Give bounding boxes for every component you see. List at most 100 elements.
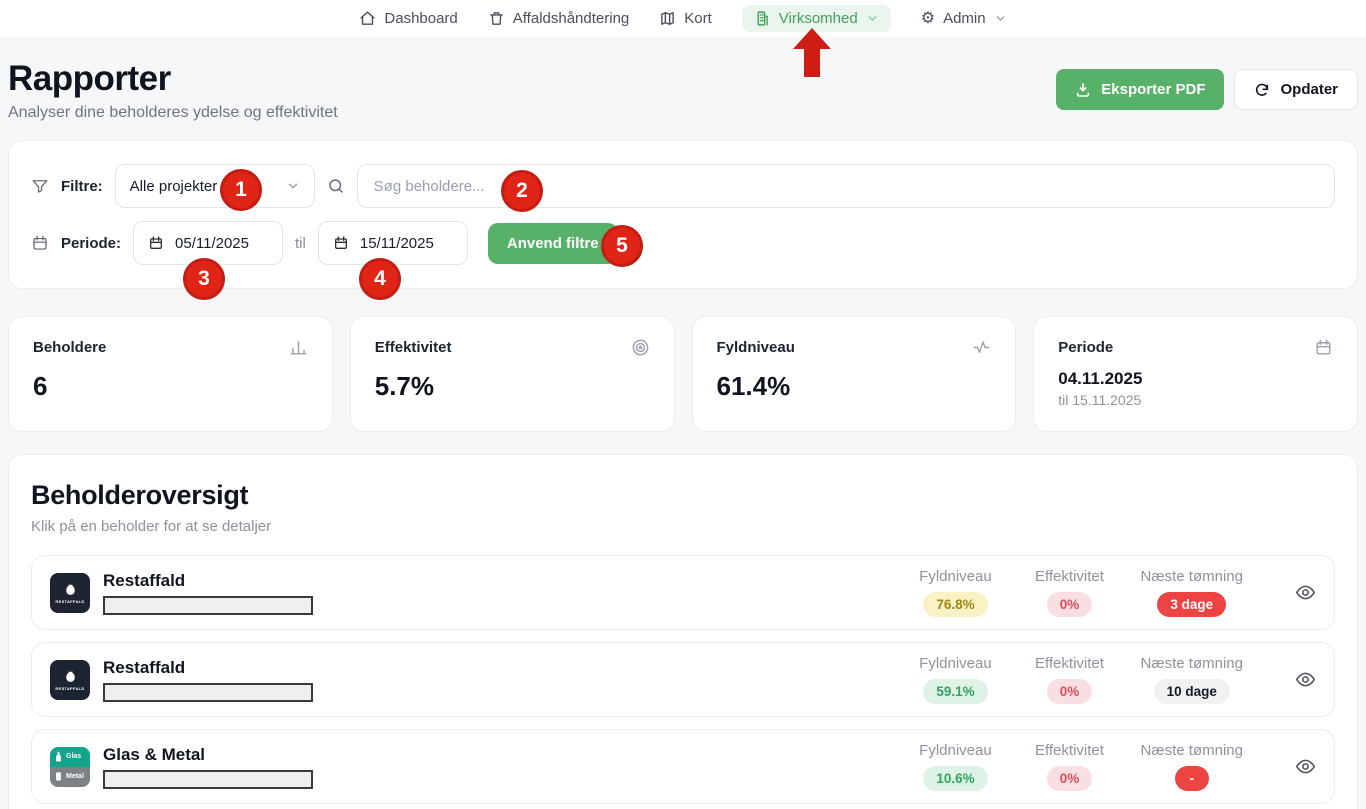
beholder-name: Restaffald <box>103 570 186 590</box>
page-title: Rapporter <box>8 59 171 98</box>
project-select-value: Alle projekter <box>129 177 218 195</box>
metric-label: Næste tømning <box>1140 655 1243 672</box>
metric-effektivitet: Effektivitet 0% <box>1026 655 1112 704</box>
glas-label: Glas <box>66 753 82 760</box>
naeste-toemning-badge: 10 dage <box>1153 679 1230 704</box>
metric-label: Næste tømning <box>1140 742 1243 759</box>
eye-icon <box>1295 585 1316 600</box>
nav-item-dashboard[interactable]: Dashboard <box>359 10 458 27</box>
stat-card-effektivitet: Effektivitet 5.7% <box>349 316 675 432</box>
metal-can-icon: Metal <box>50 766 90 787</box>
metric-fyldniveau: Fyldniveau 10.6% <box>912 742 998 791</box>
between-label: til <box>295 234 306 252</box>
chevron-down-icon <box>288 183 297 189</box>
fyldniveau-badge: 10.6% <box>923 766 988 791</box>
icon-caption: RESTAFFALD <box>55 686 85 691</box>
metric-naeste-toemning: Næste tømning 10 dage <box>1140 655 1243 704</box>
row-main: Restaffald <box>103 658 313 702</box>
filter-label: Filtre: <box>61 177 103 195</box>
export-pdf-button[interactable]: Eksporter PDF <box>1056 69 1225 110</box>
beholder-name: Glas & Metal <box>103 744 206 764</box>
apply-filters-button[interactable]: Anvend filtre <box>487 222 618 264</box>
search-wrap <box>327 164 1335 208</box>
stat-card-periode: Periode 04.11.2025 til 15.11.2025 <box>1033 316 1358 432</box>
stat-value: 5.7% <box>374 371 435 401</box>
period-label: Periode: <box>61 234 122 252</box>
stats-row: Beholdere 6 Effektivitet 5.7% Fyldniveau… <box>8 316 1358 432</box>
refresh-label: Opdater <box>1280 81 1338 98</box>
stat-label: Beholdere <box>33 339 107 356</box>
metal-label: Metal <box>66 773 84 780</box>
view-details-button[interactable] <box>1295 582 1316 603</box>
stat-label: Effektivitet <box>374 339 452 356</box>
export-pdf-label: Eksporter PDF <box>1101 81 1206 98</box>
metric-label: Fyldniveau <box>919 655 992 672</box>
beholder-list: RESTAFFALD Restaffald Fyldniveau 76.8% E… <box>31 555 1335 804</box>
annotation-arrow-up <box>793 28 831 77</box>
naeste-toemning-badge: - <box>1174 766 1209 791</box>
page-content: Rapporter Analyser dine beholderes ydels… <box>0 59 1366 809</box>
metric-label: Effektivitet <box>1034 655 1104 672</box>
annotation-circle-3: 3 <box>183 258 225 300</box>
nav-label: Kort <box>684 10 712 27</box>
beholder-row-glas-metal[interactable]: Glas Metal Glas & Metal Fyldniveau <box>31 729 1335 804</box>
glas-metal-icon: Glas Metal <box>50 746 90 787</box>
stat-label: Periode <box>1058 339 1114 356</box>
date-to-field[interactable]: 15/11/2025 <box>317 221 468 265</box>
eye-icon <box>1295 672 1316 687</box>
building-icon <box>757 11 768 26</box>
date-from-value: 05/11/2025 <box>175 234 249 252</box>
stat-value: 04.11.2025 <box>1058 369 1143 388</box>
annotation-circle-4: 4 <box>359 258 401 300</box>
metric-fyldniveau: Fyldniveau 76.8% <box>912 568 998 617</box>
home-icon <box>360 11 375 25</box>
fyldniveau-badge: 59.1% <box>923 679 988 704</box>
nav-label: Virksomhed <box>778 10 858 27</box>
header-actions: Eksporter PDF Opdater <box>1056 69 1358 110</box>
view-details-button[interactable] <box>1295 756 1316 777</box>
glas-bottle-icon: Glas <box>50 746 90 767</box>
row-main: Restaffald <box>103 571 313 615</box>
beholder-row-restaffald-2[interactable]: RESTAFFALD Restaffald Fyldniveau 59.1% E… <box>31 642 1335 717</box>
stat-label: Fyldniveau <box>716 339 795 356</box>
title-block: Rapporter Analyser dine beholderes ydels… <box>8 59 338 122</box>
nav-item-admin[interactable]: ⚙ Admin <box>921 10 1007 27</box>
stat-card-beholdere: Beholdere 6 <box>8 316 333 432</box>
nav-item-kort[interactable]: Kort <box>659 10 712 27</box>
beholder-name: Restaffald <box>103 657 186 677</box>
effektivitet-badge: 0% <box>1046 766 1093 791</box>
nav-label: Affaldshåndtering <box>512 10 630 27</box>
beholder-row-restaffald-1[interactable]: RESTAFFALD Restaffald Fyldniveau 76.8% E… <box>31 555 1335 630</box>
stat-value: 6 <box>33 371 48 401</box>
top-nav: Dashboard Affaldshåndtering Kort Virksom… <box>0 0 1366 37</box>
row-metrics: Fyldniveau 10.6% Effektivitet 0% Næste t… <box>912 742 1316 791</box>
row-metrics: Fyldniveau 59.1% Effektivitet 0% Næste t… <box>912 655 1316 704</box>
view-details-button[interactable] <box>1295 669 1316 690</box>
project-select[interactable]: Alle projekter <box>114 164 315 208</box>
effektivitet-badge: 0% <box>1046 592 1093 617</box>
gear-icon: ⚙ <box>920 9 936 27</box>
fill-progress-bar <box>103 769 313 789</box>
metric-label: Fyldniveau <box>919 568 992 585</box>
fill-progress-bar <box>103 595 313 615</box>
stat-value: 61.4% <box>716 371 791 401</box>
row-metrics: Fyldniveau 76.8% Effektivitet 0% Næste t… <box>912 568 1316 617</box>
nav-item-affaldshaandtering[interactable]: Affaldshåndtering <box>488 10 629 27</box>
metric-fyldniveau: Fyldniveau 59.1% <box>912 655 998 704</box>
arrow-stem <box>804 49 820 77</box>
calendar-icon <box>31 234 49 252</box>
date-from-field[interactable]: 05/11/2025 <box>133 221 284 265</box>
metric-effektivitet: Effektivitet 0% <box>1026 568 1112 617</box>
eye-icon <box>1295 759 1316 774</box>
chevron-down-icon <box>996 16 1005 21</box>
annotation-circle-5: 5 <box>601 225 643 267</box>
restaffald-bag-icon: RESTAFFALD <box>50 572 90 613</box>
filter-row-2: Periode: 05/11/2025 til 15/11/2025 Anven… <box>31 221 1335 265</box>
refresh-button[interactable]: Opdater <box>1234 69 1358 110</box>
refresh-icon <box>1256 83 1269 96</box>
page-subtitle: Analyser dine beholderes ydelse og effek… <box>8 104 338 121</box>
nav-item-virksomhed[interactable]: Virksomhed <box>741 5 891 32</box>
calendar-icon <box>150 236 163 249</box>
stat-sub-value: til 15.11.2025 <box>1058 392 1142 408</box>
